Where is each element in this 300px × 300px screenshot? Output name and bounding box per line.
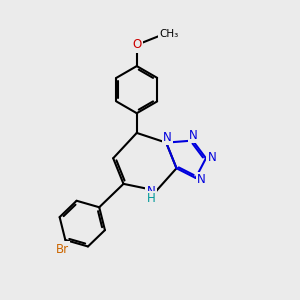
Text: O: O [132,38,141,51]
Text: N: N [208,151,216,164]
Text: N: N [197,173,206,186]
Text: N: N [163,131,172,144]
Text: N: N [147,185,156,198]
Text: Br: Br [56,243,69,256]
Text: H: H [147,192,156,206]
Text: N: N [189,129,198,142]
Text: CH₃: CH₃ [159,29,178,39]
